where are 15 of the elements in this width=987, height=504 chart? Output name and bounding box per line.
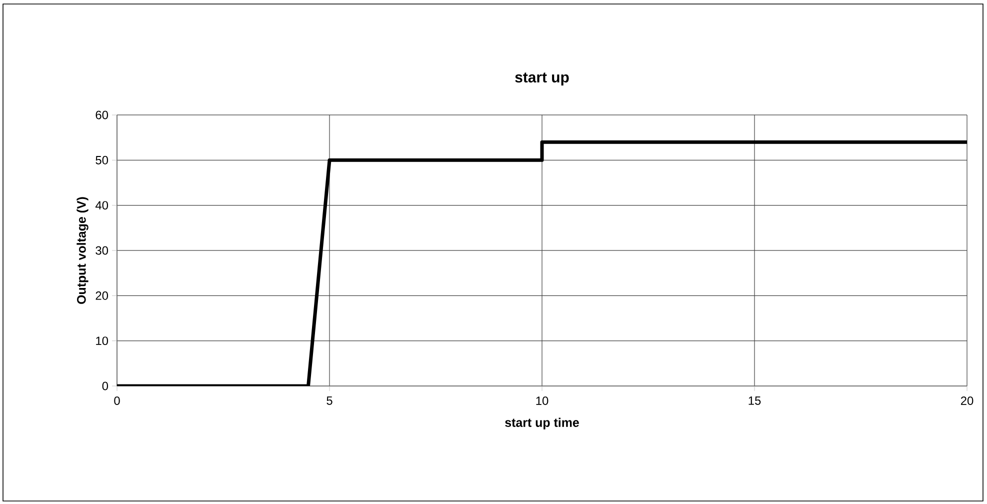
y-tick-label: 40 [95,201,108,210]
y-tick-label: 20 [96,291,108,300]
x-axis-title: start up time [505,418,579,430]
y-tick-label: 0 [102,382,108,390]
y-tick-label: 50 [96,156,108,164]
y-tick-label: 60 [96,110,108,120]
y-axis-title: Output voltage (V) [76,197,88,304]
x-tick-label: 0 [114,396,120,405]
x-tick-label: 15 [748,396,761,405]
x-tick-label: 10 [536,396,548,405]
x-tick-label: 20 [960,396,974,405]
y-tick-label: 10 [96,336,108,346]
chart-title: start up [515,72,569,86]
y-tick-label: 30 [96,246,108,255]
x-tick-label: 5 [326,396,332,405]
